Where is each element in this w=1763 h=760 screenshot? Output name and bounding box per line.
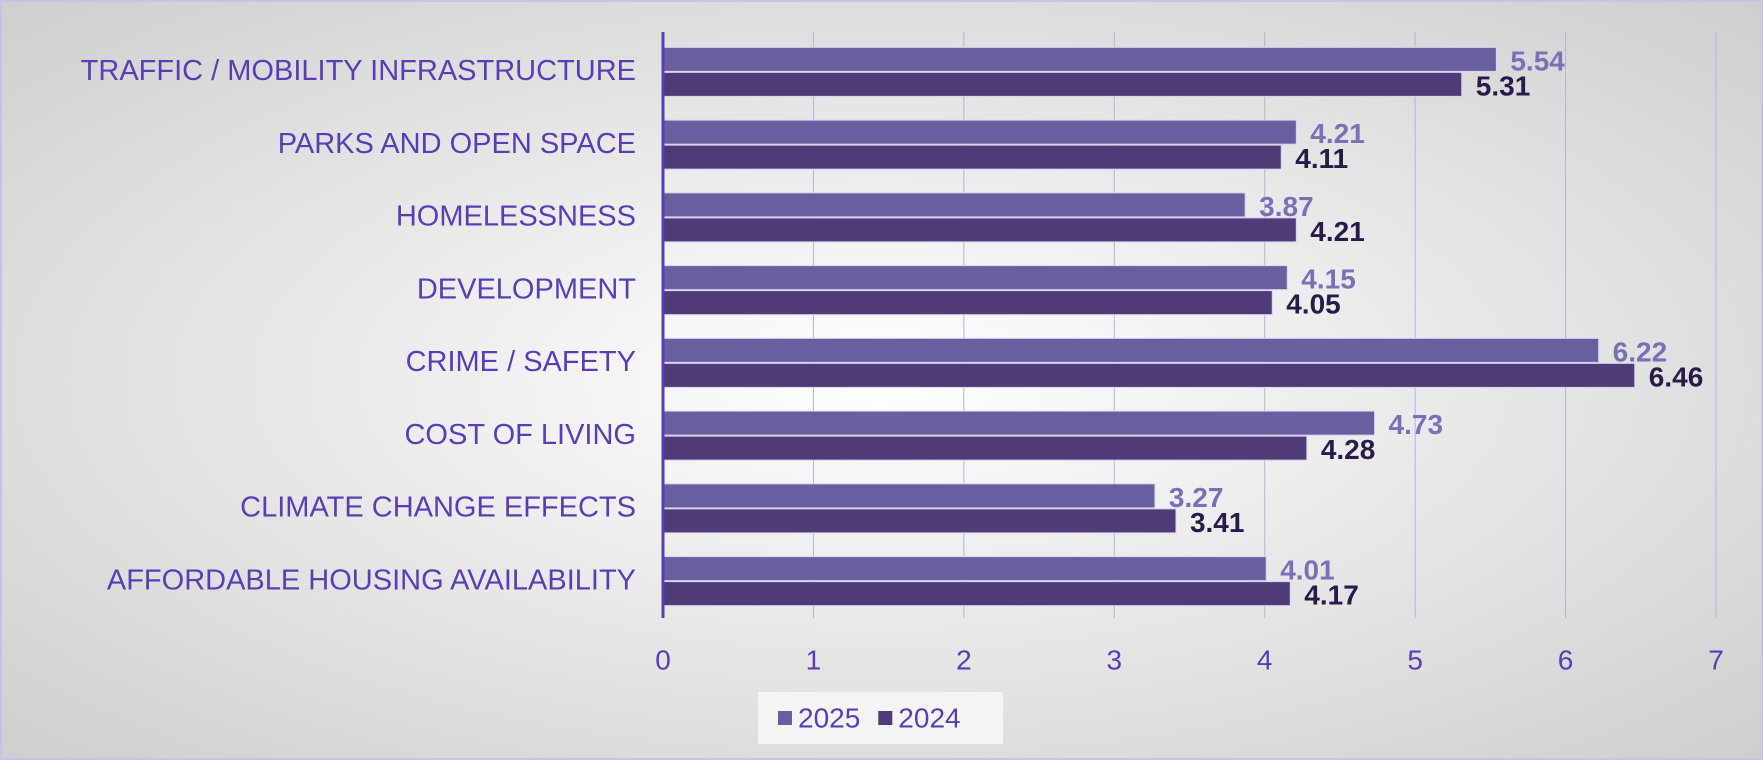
data-label: 4.28 bbox=[1321, 434, 1376, 465]
category-label: DEVELOPMENT bbox=[417, 273, 636, 305]
data-label: 4.17 bbox=[1304, 580, 1359, 611]
bar bbox=[662, 435, 1308, 461]
data-label: 4.05 bbox=[1286, 289, 1341, 320]
bar bbox=[662, 119, 1297, 145]
category-label: CRIME / SAFETY bbox=[406, 346, 636, 378]
data-label: 4.21 bbox=[1310, 118, 1365, 149]
category-label: AFFORDABLE HOUSING AVAILABILITY bbox=[107, 564, 636, 596]
bar bbox=[662, 46, 1497, 72]
x-tick-label: 3 bbox=[1106, 644, 1122, 675]
bar bbox=[662, 265, 1288, 291]
data-label: 4.21 bbox=[1310, 216, 1365, 247]
x-tick-label: 1 bbox=[806, 644, 822, 675]
legend-label: 2024 bbox=[898, 702, 960, 733]
data-label: 4.11 bbox=[1295, 143, 1348, 174]
legend-label: 2025 bbox=[798, 702, 860, 733]
data-label: 4.01 bbox=[1280, 555, 1335, 586]
legend-swatch bbox=[878, 711, 893, 725]
bar bbox=[662, 71, 1463, 97]
x-tick-label: 4 bbox=[1257, 644, 1273, 675]
data-label: 3.27 bbox=[1169, 482, 1224, 513]
x-tick-label: 5 bbox=[1407, 644, 1423, 675]
category-label: COST OF LIVING bbox=[404, 419, 636, 451]
data-label: 5.31 bbox=[1476, 70, 1531, 101]
legend-swatch bbox=[778, 711, 792, 725]
bar bbox=[662, 362, 1636, 388]
bar bbox=[662, 192, 1246, 218]
bar bbox=[662, 508, 1177, 534]
bar bbox=[662, 290, 1273, 316]
x-tick-label: 6 bbox=[1558, 644, 1574, 675]
bar bbox=[662, 483, 1156, 509]
data-label: 6.22 bbox=[1613, 336, 1668, 367]
x-tick-label: 2 bbox=[956, 644, 972, 675]
category-label: PARKS AND OPEN SPACE bbox=[278, 128, 636, 160]
data-label: 6.46 bbox=[1649, 361, 1704, 392]
bar bbox=[662, 337, 1600, 363]
bar bbox=[662, 556, 1267, 582]
bar bbox=[662, 217, 1297, 243]
data-label: 3.41 bbox=[1190, 507, 1245, 538]
category-label: HOMELESSNESS bbox=[396, 201, 636, 233]
bar bbox=[662, 410, 1376, 436]
data-label: 4.15 bbox=[1301, 264, 1356, 295]
bar bbox=[662, 144, 1282, 170]
data-label: 3.87 bbox=[1259, 191, 1314, 222]
category-label: CLIMATE CHANGE EFFECTS bbox=[240, 492, 636, 524]
bar bbox=[662, 581, 1291, 607]
x-tick-label: 7 bbox=[1708, 644, 1724, 675]
x-tick-label: 0 bbox=[655, 644, 671, 675]
category-label: TRAFFIC / MOBILITY INFRASTRUCTURE bbox=[81, 55, 636, 87]
data-label: 4.73 bbox=[1389, 409, 1444, 440]
data-label: 5.54 bbox=[1510, 45, 1565, 76]
